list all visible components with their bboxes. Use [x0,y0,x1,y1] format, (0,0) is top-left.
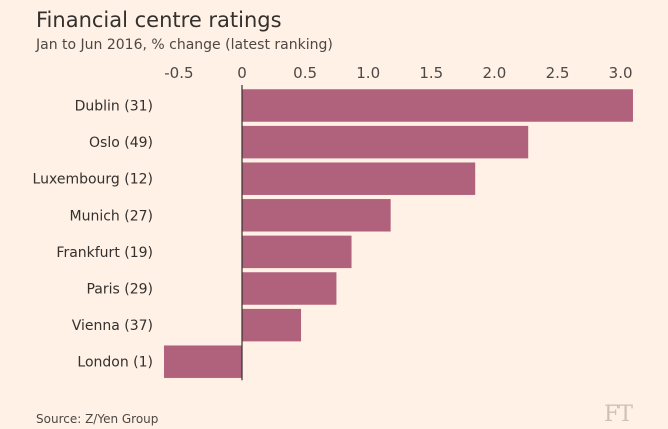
bar [241,308,302,342]
bar [163,344,243,379]
category-label: Vienna (37) [72,318,153,334]
category-label: London (1) [77,355,153,371]
category-label: Frankfurt (19) [56,245,153,261]
ft-logo: FT [604,402,633,427]
bar [241,235,353,269]
bar [241,161,476,196]
category-label: Luxembourg (12) [33,172,153,188]
chart-subtitle: Jan to Jun 2016, % change (latest rankin… [36,37,333,53]
x-tick-label: 3.0 [609,64,633,82]
bar [241,271,337,306]
x-tick-label: 2.5 [546,64,570,82]
x-tick-label: 1.5 [419,64,443,82]
bar [241,198,392,233]
category-label: Oslo (49) [89,135,153,151]
x-tick-label: 0 [237,64,247,82]
x-tick-label: -0.5 [164,64,193,82]
chart-title: Financial centre ratings [36,8,282,32]
x-tick-label: 1.0 [356,64,380,82]
category-label: Paris (29) [86,282,153,298]
category-label: Dublin (31) [75,99,153,115]
x-tick-label: 2.0 [482,64,506,82]
bar [241,88,634,123]
category-label: Munich (27) [70,208,153,224]
x-tick-label: 0.5 [293,64,317,82]
source-note: Source: Z/Yen Group [36,412,159,426]
bar [241,125,529,159]
